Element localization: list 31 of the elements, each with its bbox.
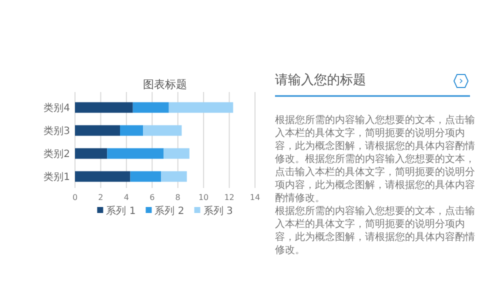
bar — [164, 148, 190, 159]
bar — [75, 148, 108, 159]
bar — [75, 171, 130, 182]
y-tick-label: 类别1 — [44, 171, 70, 183]
bar — [120, 125, 144, 136]
x-tick-label: 4 — [124, 193, 129, 202]
chart-title: 图表标题 — [143, 78, 187, 91]
text: 根据您所需的内容输入您想要的文本，点击输入本栏的具体文字，简明扼要的说明分项内容，此为概念图解，请根据您的具体内容酌情修改。 — [275, 205, 475, 257]
legend-label: 系列 3 — [203, 205, 233, 217]
text: 请输入您的标题 — [275, 72, 367, 90]
bar — [161, 171, 187, 182]
bar — [143, 125, 182, 136]
bar — [132, 102, 169, 113]
x-tick-label: 10 — [198, 193, 209, 202]
bar — [168, 102, 234, 113]
x-tick-label: 2 — [98, 193, 104, 202]
bar — [75, 102, 133, 113]
y-tick-label: 类别4 — [44, 102, 70, 114]
legend-label: 系列 2 — [154, 205, 184, 217]
text: 根据您所需的内容输入您想要的文本，点击输入本栏的具体文字，简明扼要的说明分项内容，此为概念图解，请根据您的具体内容酌情修改。根据您所需的内容输入您想要的文本，点击输入本栏的具体文字，简明扼要的说明分项内容，此为概念图解，请根据您的具体内容酌情修改。 — [275, 114, 475, 205]
bar — [107, 148, 164, 159]
x-tick-label: 8 — [175, 193, 180, 202]
x-tick-label: 14 — [250, 193, 260, 202]
bar — [130, 171, 162, 182]
bar — [75, 125, 120, 136]
x-tick-label: 6 — [150, 193, 155, 202]
y-tick-label: 类别2 — [44, 148, 70, 160]
x-tick-label: 0 — [72, 193, 78, 202]
x-tick-label: 12 — [224, 193, 234, 202]
y-tick-label: 类别3 — [44, 125, 70, 137]
legend-label: 系列 1 — [106, 205, 136, 217]
